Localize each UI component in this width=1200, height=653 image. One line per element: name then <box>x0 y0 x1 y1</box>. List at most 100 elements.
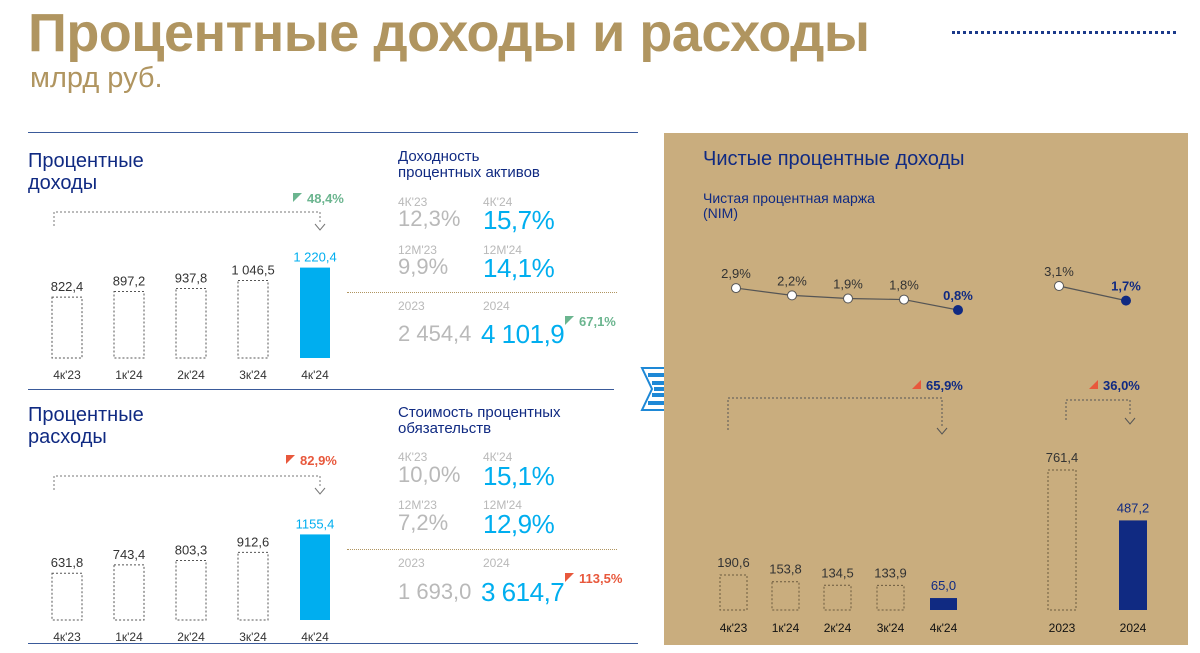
income-row2-old-value: 9,9% <box>398 254 449 279</box>
expense-metric-title-line1: Стоимость процентных <box>398 404 561 421</box>
income-bar <box>175 288 207 359</box>
nii-quarter-value-label: 133,9 <box>874 565 907 580</box>
income-row3-old-value: 2 454,4 <box>398 321 472 346</box>
expense-bar <box>113 564 145 621</box>
nii-quarter-category-label: 3к'24 <box>877 621 905 635</box>
income-row2-new-label: 12М'24 <box>483 243 522 257</box>
income-value-label: 822,4 <box>51 279 84 294</box>
expense-row3-old-value: 1 693,0 <box>398 579 472 604</box>
nim-line-chart: 2,9% 2,2% 1,9% 1,8% 0,8% 3,1% 1,7% <box>721 264 1141 315</box>
expense-growth-badge: 82,9% <box>286 453 337 468</box>
nii-quarter-bar <box>771 581 800 611</box>
section-divider-top <box>28 132 638 133</box>
nim-title: Чистая процентная маржа (NIM) <box>703 191 875 221</box>
income-row3-old-label: 2023 <box>398 299 425 313</box>
income-category-label: 1к'24 <box>115 368 143 382</box>
nim-quarter-value-label: 1,8% <box>889 278 919 293</box>
nim-quarter-value-label: 1,9% <box>833 277 863 292</box>
nii-year-bracket <box>1065 399 1136 425</box>
income-growth-bracket <box>53 211 326 231</box>
income-row1-new-value: 15,7% <box>483 205 555 235</box>
expense-value-label: 1155,4 <box>296 516 335 531</box>
expense-value-label: 743,4 <box>113 547 146 562</box>
income-growth-badge: 48,4% <box>293 191 344 206</box>
nii-quarter-value-label: 65,0 <box>931 578 956 593</box>
nii-quarter-bar <box>719 574 748 611</box>
nii-year-value-label: 761,4 <box>1046 450 1079 465</box>
nii-quarter-category-label: 2к'24 <box>824 621 852 635</box>
nii-quarter-growth-badge: 65,9% <box>912 378 963 393</box>
expense-value-label: 631,8 <box>51 555 84 570</box>
nim-quarter-point <box>953 305 963 315</box>
income-row1-new-label: 4К'24 <box>483 195 513 209</box>
nim-year-value-label: 3,1% <box>1044 264 1074 279</box>
income-category-label: 4к'23 <box>53 368 81 382</box>
up-triangle-icon <box>1089 380 1098 389</box>
expense-growth-value: 82,9% <box>300 453 337 468</box>
income-category-label: 4к'24 <box>301 368 329 382</box>
expense-title-line2: расходы <box>28 426 107 448</box>
nii-quarter-bar <box>823 584 852 611</box>
down-triangle-icon <box>293 193 302 202</box>
expense-title-line1: Процентные <box>28 404 144 426</box>
nim-year-point <box>1121 295 1131 306</box>
expense-dotted-divider <box>347 549 617 550</box>
income-title-line1: Процентные <box>28 150 144 172</box>
nii-quarter-bar <box>930 598 957 610</box>
expense-row3-new-label: 2024 <box>483 556 510 570</box>
income-row3-new-label: 2024 <box>483 299 510 313</box>
expense-value-label: 803,3 <box>175 542 208 557</box>
expense-category-label: 4к'24 <box>301 630 329 644</box>
section-divider-middle <box>28 389 614 390</box>
income-section-title: Процентные доходы <box>28 150 144 194</box>
nim-year-line <box>1058 285 1127 302</box>
income-value-label: 897,2 <box>113 274 146 289</box>
nii-quarter-category-label: 1к'24 <box>772 621 800 635</box>
nii-year-growth-badge: 36,0% <box>1089 378 1140 393</box>
expense-category-label: 1к'24 <box>115 630 143 644</box>
nim-quarter-point <box>899 294 909 305</box>
expense-category-label: 2к'24 <box>177 630 205 644</box>
expense-section-title: Процентные расходы <box>28 404 144 448</box>
income-row3-new-value: 4 101,9 <box>481 319 565 349</box>
income-category-label: 3к'24 <box>239 368 267 382</box>
nii-quarter-category-label: 4к'23 <box>720 621 748 635</box>
nii-quarter-growth-value: 65,9% <box>926 378 963 393</box>
nii-quarter-category-label: 4к'24 <box>930 621 958 635</box>
nim-title-line1: Чистая процентная маржа <box>703 190 875 206</box>
nim-quarter-value-label: 2,9% <box>721 266 751 281</box>
income-value-label: 1 046,5 <box>231 262 274 277</box>
income-bar <box>300 267 330 358</box>
nim-title-line2: (NIM) <box>703 205 738 221</box>
expense-row1-new-label: 4К'24 <box>483 450 513 464</box>
income-dotted-divider <box>347 292 617 293</box>
nim-year-point <box>1054 281 1064 291</box>
expense-row3-new-value: 3 614,7 <box>481 577 565 607</box>
income-row1-old-label: 4К'23 <box>398 195 428 209</box>
nim-quarter-value-label: 2,2% <box>777 273 807 288</box>
expense-growth-bracket <box>53 475 326 495</box>
net-panel-title: Чистые процентные доходы <box>703 148 965 170</box>
nii-quarter-value-label: 153,8 <box>769 562 802 577</box>
net-interest-panel <box>664 133 1188 645</box>
section-divider-bottom <box>28 643 638 644</box>
down-triangle-icon <box>286 455 295 464</box>
expense-bar <box>300 534 330 620</box>
expense-row2-old-label: 12М'23 <box>398 498 437 512</box>
nii-quarter-bar <box>876 584 905 611</box>
income-growth-value: 48,4% <box>307 191 344 206</box>
nii-year-bar <box>1047 469 1077 611</box>
income-row2-new-value: 14,1% <box>483 253 555 283</box>
nii-year-growth-value: 36,0% <box>1103 378 1140 393</box>
decorative-dotted-line <box>952 31 1176 34</box>
nim-year-value-label: 1,7% <box>1111 279 1141 294</box>
expense-category-label: 3к'24 <box>239 630 267 644</box>
expense-bar <box>237 551 269 621</box>
income-row1-old-value: 12,3% <box>398 206 461 231</box>
expense-row2-new-value: 12,9% <box>483 509 555 539</box>
income-bar <box>113 291 145 359</box>
nii-quarter-value-label: 134,5 <box>821 565 854 580</box>
nim-quarter-value-label: 0,8% <box>943 288 973 303</box>
income-title-line2: доходы <box>28 172 98 194</box>
expense-row3-old-label: 2023 <box>398 556 425 570</box>
